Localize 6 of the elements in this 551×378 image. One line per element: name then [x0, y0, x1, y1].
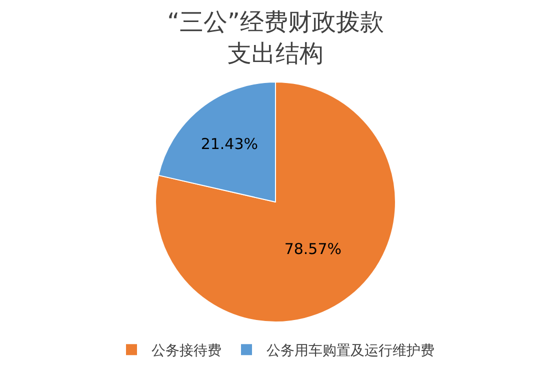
data-label: 21.43% — [200, 135, 258, 154]
legend-label: 公务接待费 — [152, 343, 222, 360]
legend-label: 公务用车购置及运行维护费 — [266, 343, 434, 360]
chart-title: “三公”经费财政拨款支出结构 — [167, 8, 384, 68]
data-label: 78.57% — [284, 240, 342, 258]
pie-slice — [155, 82, 396, 322]
